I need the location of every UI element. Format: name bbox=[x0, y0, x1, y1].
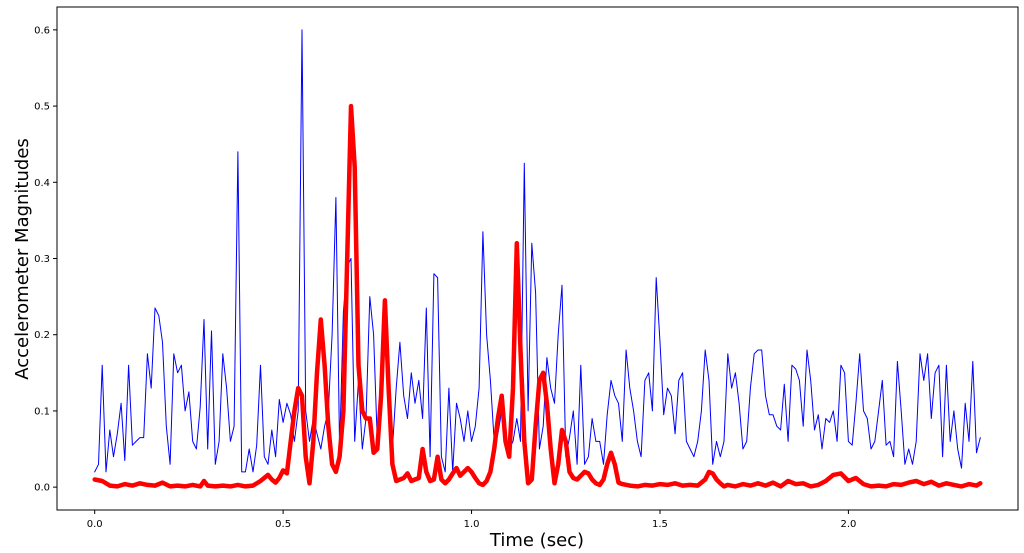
y-tick-label: 0.1 bbox=[34, 406, 50, 417]
y-tick-label: 0.5 bbox=[34, 102, 50, 113]
x-tick-label: 2.0 bbox=[840, 519, 856, 530]
x-tick-label: 0.5 bbox=[275, 519, 291, 530]
series-layer bbox=[92, 29, 983, 489]
y-axis-label: Accelerometer Magnitudes bbox=[12, 138, 33, 380]
y-tick-label: 0.4 bbox=[34, 178, 50, 189]
series-line-2 bbox=[92, 103, 983, 489]
x-tick-label: 1.0 bbox=[464, 519, 480, 530]
series-line-1 bbox=[94, 29, 981, 473]
plot-area bbox=[56, 6, 1019, 511]
x-axis-ticks: 0.0 0.5 1.0 1.5 2.0 bbox=[87, 510, 856, 530]
y-tick-label: 0.3 bbox=[34, 254, 50, 265]
x-tick-label: 1.5 bbox=[652, 519, 668, 530]
x-axis-label: Time (sec) bbox=[489, 530, 584, 551]
y-axis-ticks: 0.0 0.1 0.2 0.3 0.4 0.5 0.6 bbox=[34, 25, 57, 494]
x-tick-label: 0.0 bbox=[87, 519, 103, 530]
y-tick-label: 0.2 bbox=[34, 330, 50, 341]
y-tick-label: 0.6 bbox=[34, 25, 50, 36]
y-tick-label: 0.0 bbox=[34, 483, 50, 494]
